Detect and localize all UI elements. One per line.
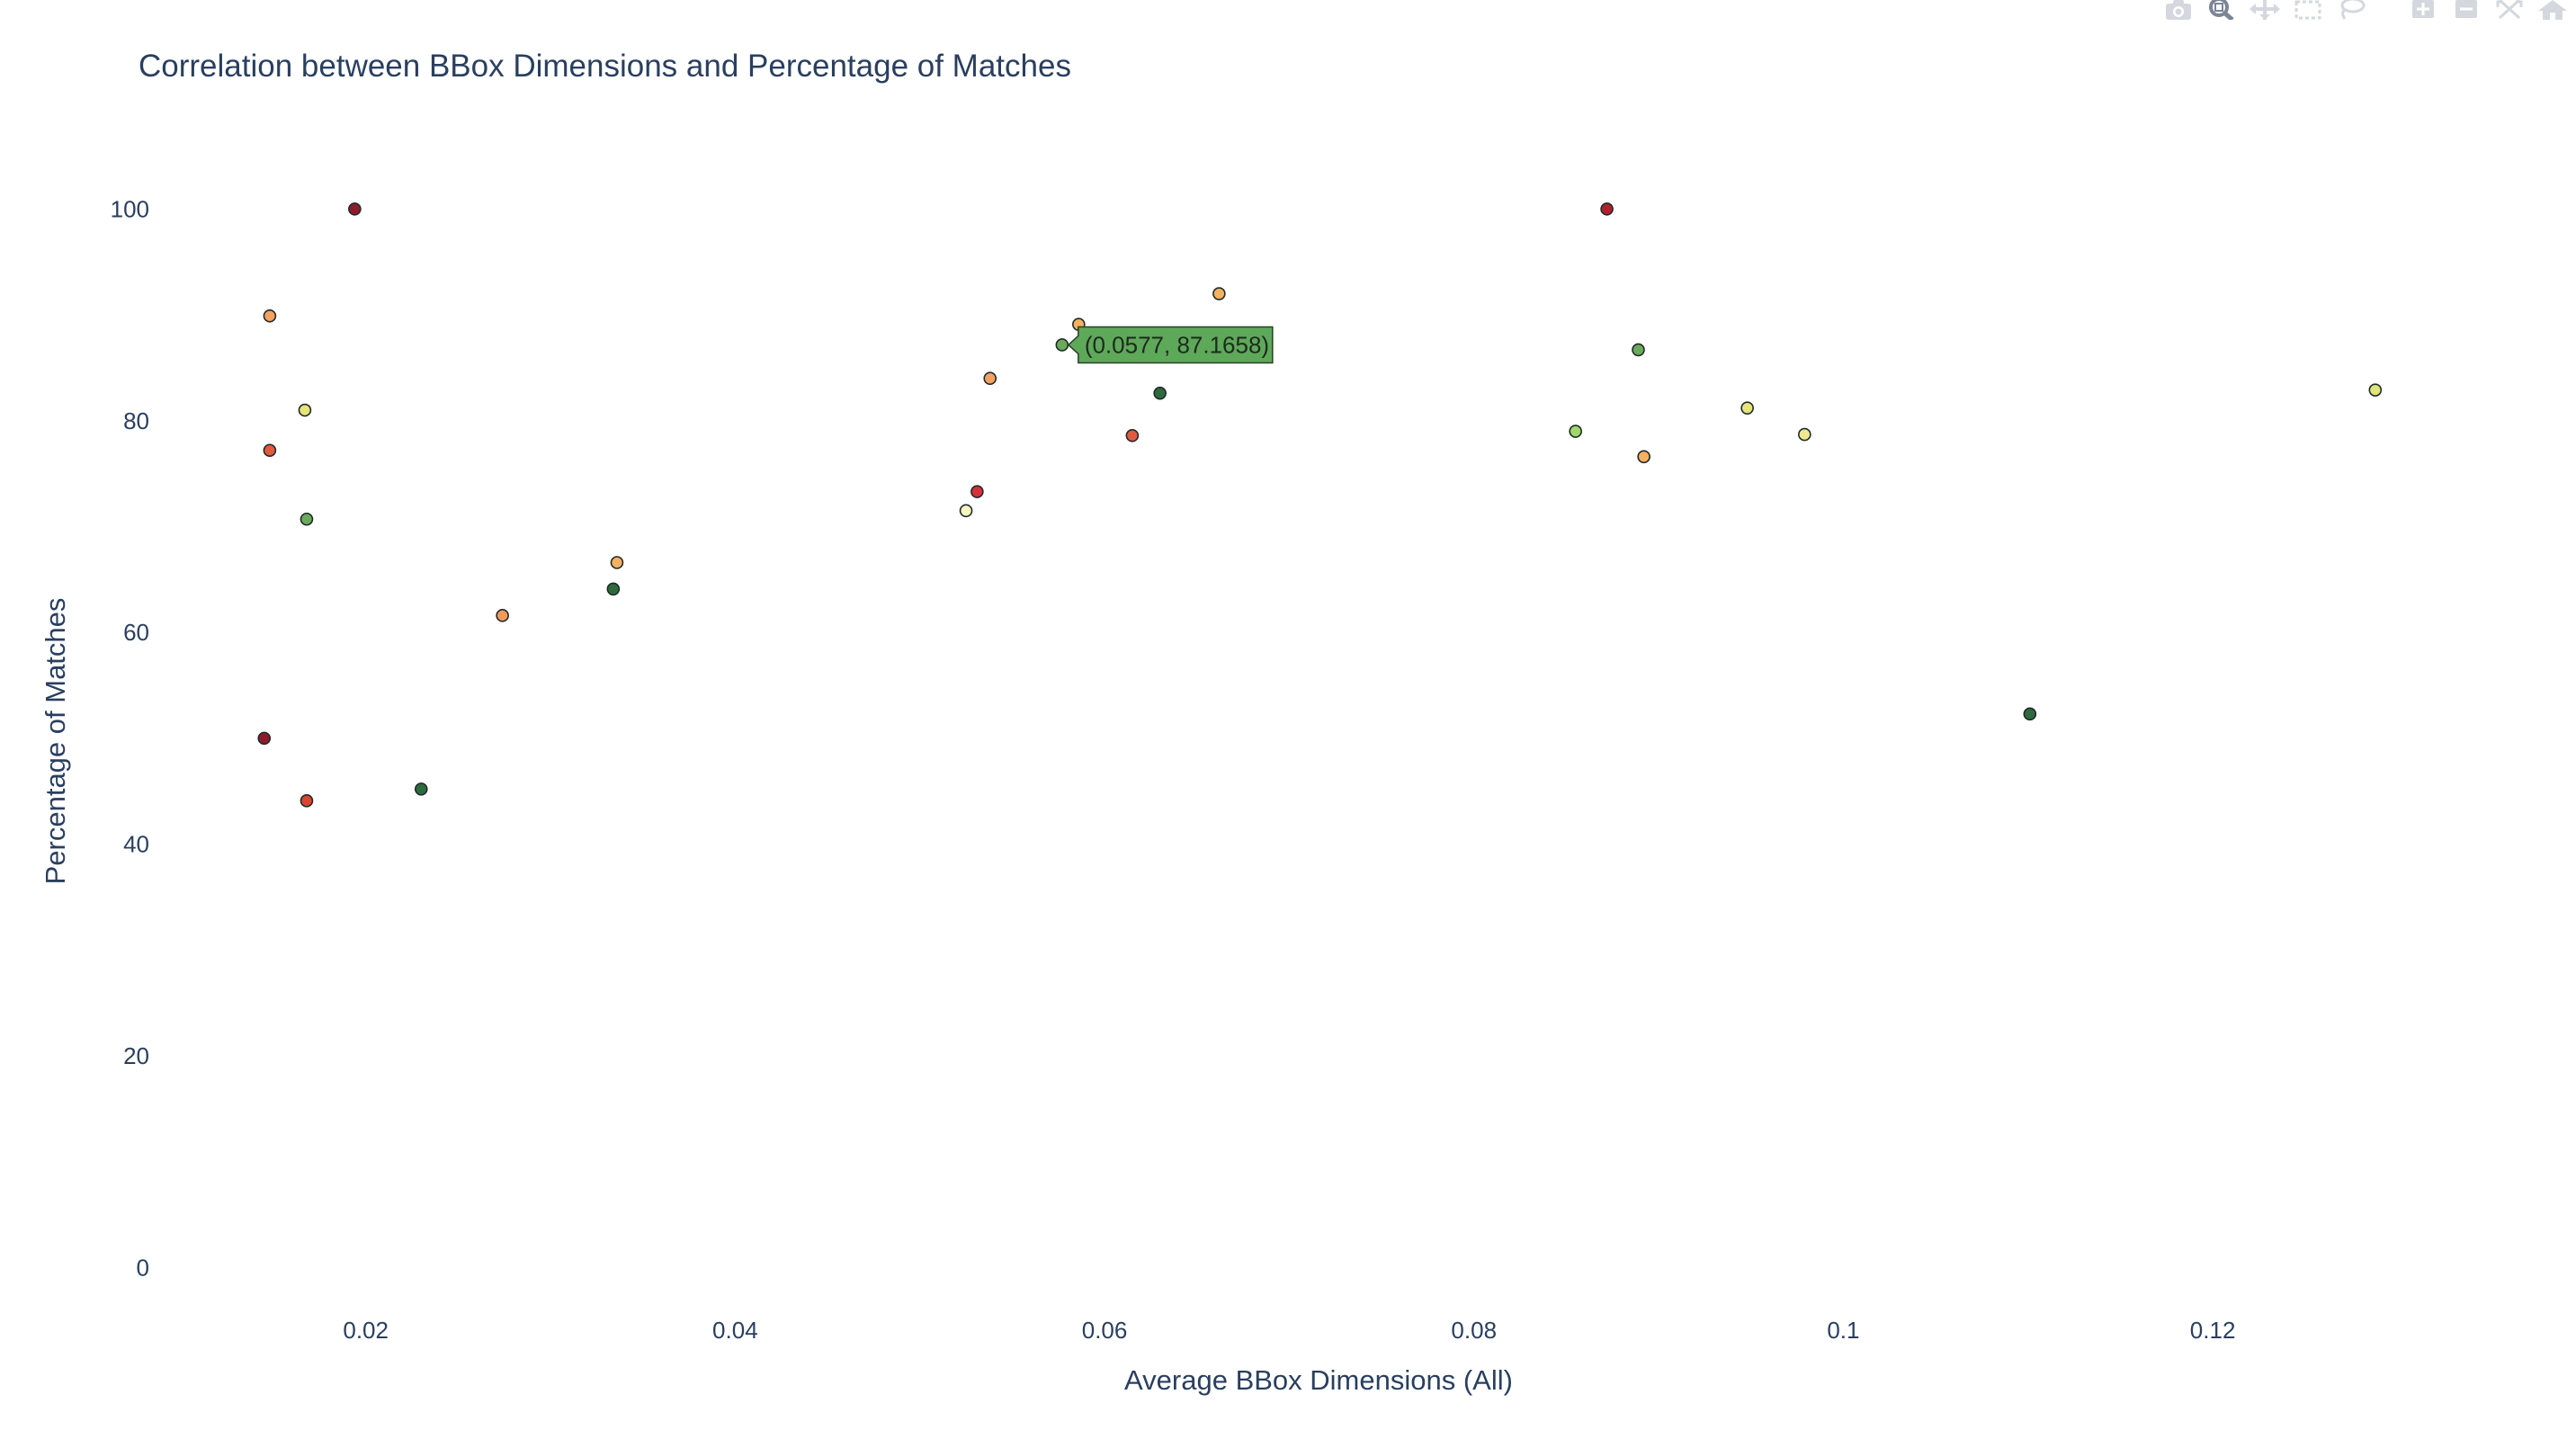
data-point[interactable] <box>348 202 362 216</box>
modebar <box>2162 0 2576 20</box>
pan-icon[interactable] <box>2249 0 2281 20</box>
data-point[interactable] <box>1637 450 1650 464</box>
data-point[interactable] <box>983 371 997 386</box>
data-point[interactable] <box>1798 427 1811 442</box>
x-tick-label: 0.12 <box>2190 1317 2236 1344</box>
lasso-icon[interactable] <box>2335 0 2367 20</box>
data-point[interactable] <box>1125 428 1140 442</box>
y-tick-label: 100 <box>111 195 149 222</box>
data-point[interactable] <box>1153 386 1167 400</box>
x-tick-label: 0.08 <box>1451 1317 1497 1344</box>
x-axis: 0.02 0.04 0.06 0.08 0.1 0.12 <box>343 1317 2235 1344</box>
data-point[interactable] <box>2368 383 2383 397</box>
y-tick-label: 0 <box>137 1254 149 1281</box>
camera-icon[interactable] <box>2162 0 2195 20</box>
y-tick-label: 80 <box>123 407 149 434</box>
x-tick-label: 0.04 <box>712 1317 758 1344</box>
zoom-in-icon[interactable] <box>2407 0 2439 20</box>
data-point[interactable] <box>257 731 272 746</box>
y-tick-label: 60 <box>123 619 149 646</box>
zoom-icon[interactable] <box>2205 0 2238 20</box>
box-select-icon[interactable] <box>2292 0 2324 20</box>
hover-label-box <box>1067 326 1274 364</box>
data-point[interactable] <box>959 504 973 518</box>
data-point[interactable] <box>414 782 428 796</box>
reset-axes-icon[interactable] <box>2536 0 2569 20</box>
data-point[interactable] <box>1055 338 1069 352</box>
data-point[interactable] <box>496 609 509 622</box>
data-point[interactable] <box>606 582 621 596</box>
x-tick-label: 0.06 <box>1082 1317 1128 1344</box>
y-tick-label: 20 <box>123 1042 149 1069</box>
data-point[interactable] <box>1569 425 1582 438</box>
data-point[interactable] <box>970 485 984 498</box>
hover-tooltip: (0.0577, 87.1658) <box>1067 326 1274 364</box>
y-tick-label: 40 <box>123 831 149 858</box>
data-point[interactable] <box>2023 707 2037 721</box>
x-tick-label: 0.1 <box>1827 1317 1859 1344</box>
data-point[interactable] <box>1632 343 1645 357</box>
x-axis-title: Average BBox Dimensions (All) <box>1124 1364 1513 1396</box>
zoom-out-icon[interactable] <box>2450 0 2482 20</box>
y-axis-title: Percentage of Matches <box>40 598 71 885</box>
y-axis: 0 20 40 60 80 100 <box>111 195 149 1281</box>
data-point[interactable] <box>298 403 312 417</box>
hover-label-text: (0.0577, 87.1658) <box>1085 331 1269 358</box>
data-point[interactable] <box>263 443 277 458</box>
autoscale-icon[interactable] <box>2493 0 2526 20</box>
data-point[interactable] <box>263 308 277 323</box>
data-point[interactable] <box>610 556 624 569</box>
data-point[interactable] <box>1740 401 1754 415</box>
data-point[interactable] <box>300 512 314 526</box>
data-points[interactable] <box>257 202 2383 808</box>
chart-title: Correlation between BBox Dimensions and … <box>139 49 1071 84</box>
data-point[interactable] <box>1600 202 1614 216</box>
data-point[interactable] <box>300 794 314 808</box>
data-point[interactable] <box>1212 287 1226 300</box>
x-tick-label: 0.02 <box>343 1317 389 1344</box>
